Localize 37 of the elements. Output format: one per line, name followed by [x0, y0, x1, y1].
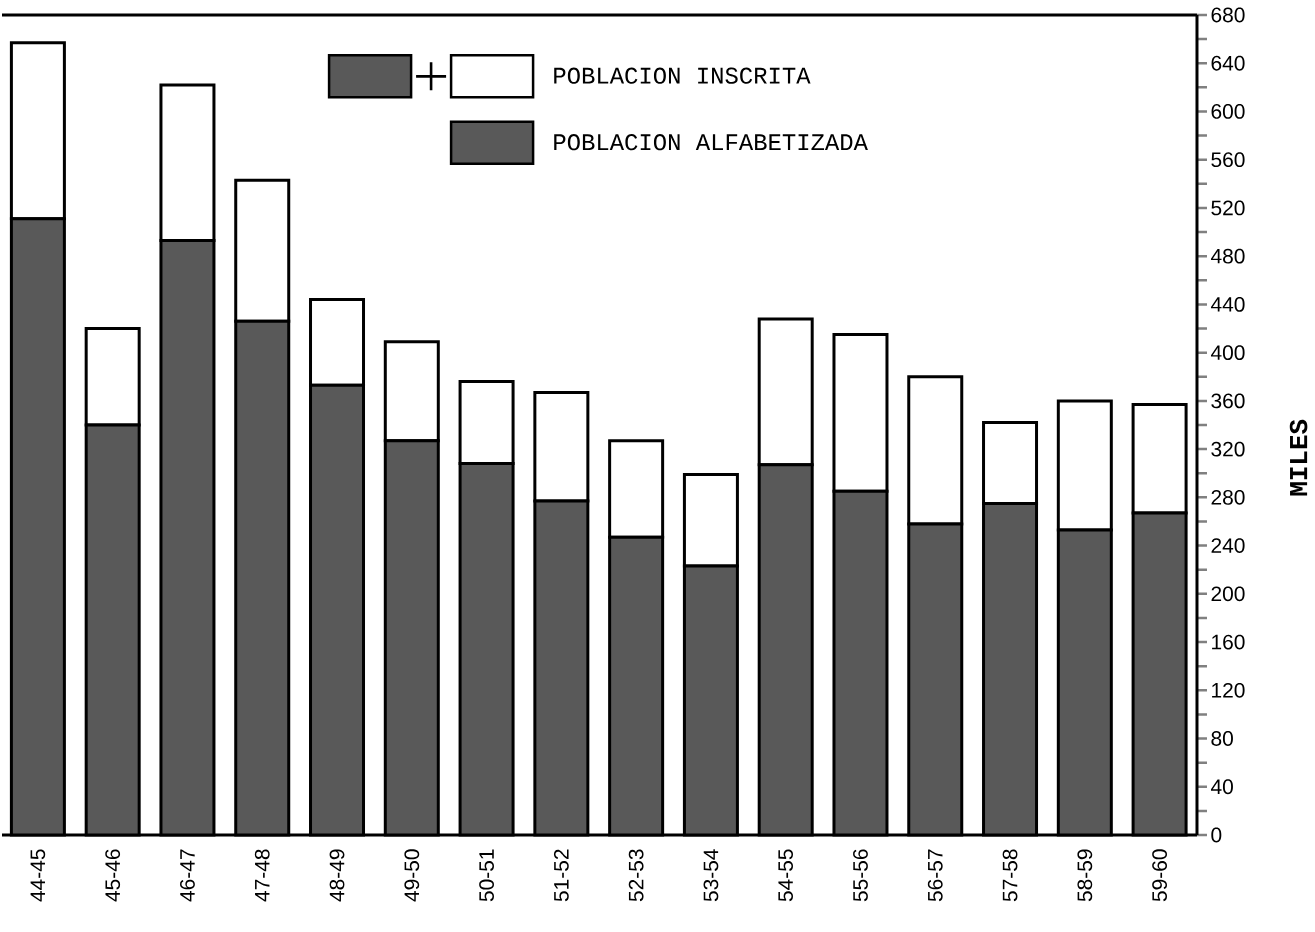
y-axis-title: MILES: [1289, 419, 1308, 496]
y-tick-label: 160: [1212, 634, 1245, 650]
x-tick-label: 56-57: [927, 849, 943, 902]
y-tick-label: 200: [1211, 586, 1245, 602]
x-tick-label: 45-46: [105, 849, 121, 902]
y-tick-label: 360: [1211, 393, 1245, 409]
x-tick-label: 52-53: [628, 849, 644, 902]
x-tick-label: 46-47: [180, 849, 195, 902]
y-tick-label: 240: [1211, 538, 1245, 553]
x-tick-label: 53-54: [703, 849, 719, 902]
y-tick-label: 320: [1211, 441, 1245, 457]
x-tick-label: 58-59: [1077, 849, 1093, 902]
y-tick-label: 80: [1211, 731, 1233, 746]
x-tick-label: 55-56: [853, 849, 868, 902]
legend-label: POBLACION ALFABETIZADA: [554, 134, 868, 151]
legend-label: POBLACION INSCRITA: [554, 67, 811, 84]
x-tick-label: 57-58: [1002, 849, 1018, 902]
y-tick-label: 560: [1211, 152, 1245, 168]
y-tick-label: 280: [1211, 489, 1245, 505]
y-tick-label: 480: [1210, 248, 1245, 264]
x-tick-label: 44-45: [30, 849, 46, 902]
y-tick-label: 400: [1210, 345, 1245, 361]
x-tick-label: 47-48: [254, 849, 270, 902]
x-tick-label: 50-51: [479, 849, 494, 902]
y-tick-label: 0: [1211, 827, 1222, 843]
y-tick-label: 440: [1210, 297, 1245, 312]
y-tick-label: 600: [1211, 104, 1245, 119]
x-tick-label: 48-49: [329, 849, 345, 902]
x-tick-label: 59-60: [1152, 849, 1167, 902]
y-tick-label: 120: [1212, 682, 1245, 698]
y-tick-label: 40: [1210, 779, 1233, 795]
x-tick-label: 49-50: [404, 849, 420, 902]
y-tick-label: 640: [1211, 55, 1245, 71]
x-tick-label: 54-55: [778, 849, 793, 902]
y-tick-label: 680: [1211, 7, 1245, 23]
x-tick-label: 51-52: [553, 849, 569, 902]
y-tick-label: 520: [1211, 200, 1245, 216]
